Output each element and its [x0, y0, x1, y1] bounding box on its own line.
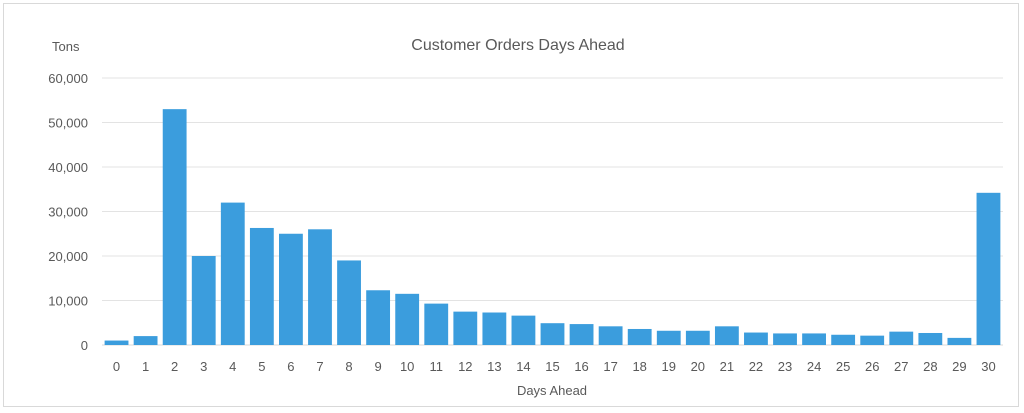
x-tick-label: 28 — [923, 359, 937, 374]
bar-day-30 — [976, 192, 1001, 345]
x-tick-label: 29 — [952, 359, 966, 374]
bar-day-17 — [598, 326, 623, 345]
y-tick-label: 50,000 — [48, 116, 88, 131]
x-axis-ticks: 0 1 2 3 4 5 6 7 8 9 10 11 12 13 14 15 16 17 18 19 20 21 22 23 24… — [113, 359, 996, 374]
bar-day-14 — [511, 315, 536, 345]
bar-day-2 — [162, 109, 187, 346]
x-tick-label: 19 — [662, 359, 676, 374]
x-tick-label: 7 — [316, 359, 323, 374]
x-tick-label: 20 — [691, 359, 705, 374]
bars — [104, 109, 1001, 346]
x-tick-label: 3 — [200, 359, 207, 374]
bar-day-25 — [831, 334, 856, 345]
bar-day-0 — [104, 340, 129, 345]
x-tick-label: 17 — [603, 359, 617, 374]
x-tick-label: 15 — [545, 359, 559, 374]
x-tick-label: 2 — [171, 359, 178, 374]
y-tick-label: 30,000 — [48, 205, 88, 220]
x-tick-label: 30 — [981, 359, 995, 374]
chart-title: Customer Orders Days Ahead — [411, 37, 624, 54]
bar-day-20 — [685, 330, 710, 345]
bar-day-26 — [860, 335, 885, 345]
x-tick-label: 21 — [720, 359, 734, 374]
x-axis-title: Days Ahead — [517, 383, 587, 398]
x-tick-label: 9 — [374, 359, 381, 374]
bar-day-6 — [279, 233, 303, 345]
bar-day-8 — [337, 260, 361, 345]
x-tick-label: 5 — [258, 359, 265, 374]
y-tick-label: 20,000 — [48, 249, 88, 264]
x-tick-label: 11 — [429, 359, 443, 374]
y-axis-unit-label: Tons — [52, 39, 80, 54]
bar-day-9 — [366, 290, 391, 345]
bar-day-18 — [627, 328, 652, 345]
x-tick-label: 12 — [458, 359, 472, 374]
x-tick-label: 22 — [749, 359, 763, 374]
bar-day-27 — [889, 331, 914, 345]
x-tick-label: 10 — [400, 359, 414, 374]
x-tick-label: 25 — [836, 359, 850, 374]
x-tick-label: 1 — [142, 359, 149, 374]
bar-day-1 — [133, 336, 158, 345]
x-tick-label: 26 — [865, 359, 879, 374]
y-tick-label: 10,000 — [48, 294, 88, 309]
bar-day-10 — [395, 293, 420, 345]
bar-day-19 — [656, 330, 681, 345]
x-tick-label: 8 — [345, 359, 352, 374]
x-tick-label: 6 — [287, 359, 294, 374]
bar-day-5 — [249, 227, 274, 345]
bar-day-12 — [453, 311, 478, 346]
y-tick-label: 0 — [81, 338, 88, 353]
y-axis-ticks: 0 10,000 20,000 30,000 40,000 50,000 60,000 — [48, 71, 88, 353]
bar-day-24 — [802, 333, 826, 345]
bar-day-4 — [220, 202, 245, 345]
x-tick-label: 23 — [778, 359, 792, 374]
x-tick-label: 24 — [807, 359, 821, 374]
x-tick-label: 13 — [487, 359, 501, 374]
x-tick-label: 4 — [229, 359, 236, 374]
bar-day-22 — [744, 332, 768, 345]
bar-day-15 — [540, 323, 565, 345]
x-tick-label: 18 — [632, 359, 646, 374]
bar-day-7 — [308, 229, 332, 345]
x-tick-label: 16 — [574, 359, 588, 374]
bar-day-29 — [947, 337, 972, 345]
bar-day-11 — [424, 303, 449, 345]
y-tick-label: 40,000 — [48, 160, 88, 175]
bar-day-13 — [482, 312, 507, 345]
bar-day-3 — [191, 256, 216, 345]
bar-day-28 — [918, 332, 943, 345]
x-tick-label: 0 — [113, 359, 120, 374]
x-tick-label: 14 — [516, 359, 530, 374]
bar-day-21 — [714, 326, 739, 345]
x-tick-label: 27 — [894, 359, 908, 374]
bar-day-23 — [773, 333, 797, 345]
bar-day-16 — [569, 324, 594, 345]
y-tick-label: 60,000 — [48, 71, 88, 86]
